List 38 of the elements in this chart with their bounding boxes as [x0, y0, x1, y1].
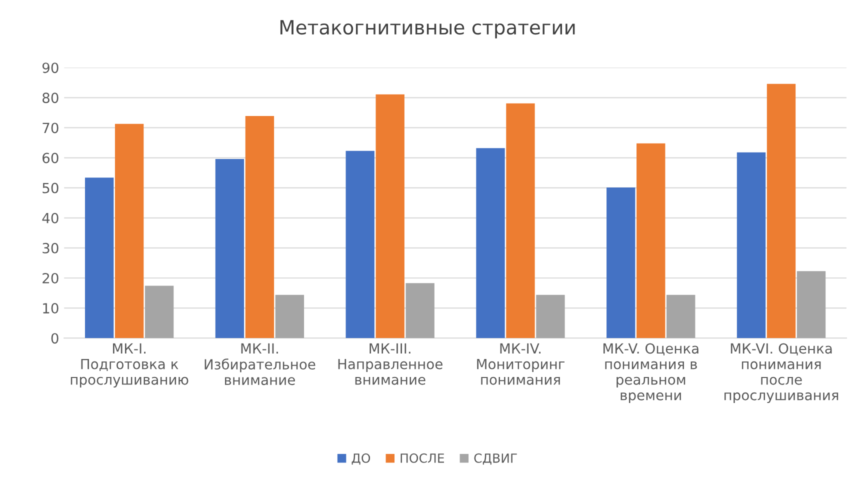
- bar: [736, 152, 766, 338]
- bar: [346, 150, 374, 338]
- y-tick-label: 0: [51, 333, 58, 344]
- bar: [275, 294, 304, 338]
- bar: [406, 283, 434, 338]
- bar: [796, 271, 826, 338]
- legend-label: ДО: [352, 453, 370, 465]
- x-tick-label: МК-VI. Оценка понимания после прослушивания: [724, 343, 838, 404]
- y-tick-label: 10: [43, 303, 58, 314]
- x-tick-label: МК-I. Подготовка к прослушиванию: [70, 343, 188, 388]
- bar: [84, 178, 114, 338]
- y-tick-label: 90: [42, 62, 58, 74]
- y-tick-label: 50: [42, 182, 58, 194]
- y-tick-label: 70: [42, 122, 58, 134]
- y-tick-label: 80: [42, 92, 58, 104]
- bar: [606, 188, 636, 338]
- bar: [245, 116, 274, 338]
- bar: [144, 286, 174, 338]
- legend-label: ПОСЛЕ: [400, 453, 444, 463]
- bar: [215, 158, 244, 338]
- bar: [506, 103, 535, 338]
- chart-title: Метакогнитивные стратегии: [280, 20, 575, 38]
- y-tick-label: 60: [42, 152, 58, 164]
- x-tick-label: МК-V. Оценка понимания в реальном времени: [603, 343, 698, 404]
- x-tick-label: МК-III. Направленное внимание: [338, 343, 442, 385]
- bar: [666, 294, 696, 338]
- bar: [536, 294, 565, 338]
- bar: [766, 84, 796, 338]
- legend-label: СДВИГ: [474, 453, 517, 465]
- bar: [376, 94, 404, 338]
- x-tick-label: МК-II. Избирательное внимание: [204, 343, 316, 386]
- bar: [476, 148, 505, 338]
- y-tick-label: 30: [42, 242, 58, 254]
- x-tick-label: МК-IV. Мониторинг понимания: [477, 343, 564, 385]
- bar: [636, 143, 666, 338]
- y-tick-label: 20: [42, 272, 58, 284]
- bar: [114, 124, 144, 338]
- y-tick-label: 40: [42, 212, 58, 224]
